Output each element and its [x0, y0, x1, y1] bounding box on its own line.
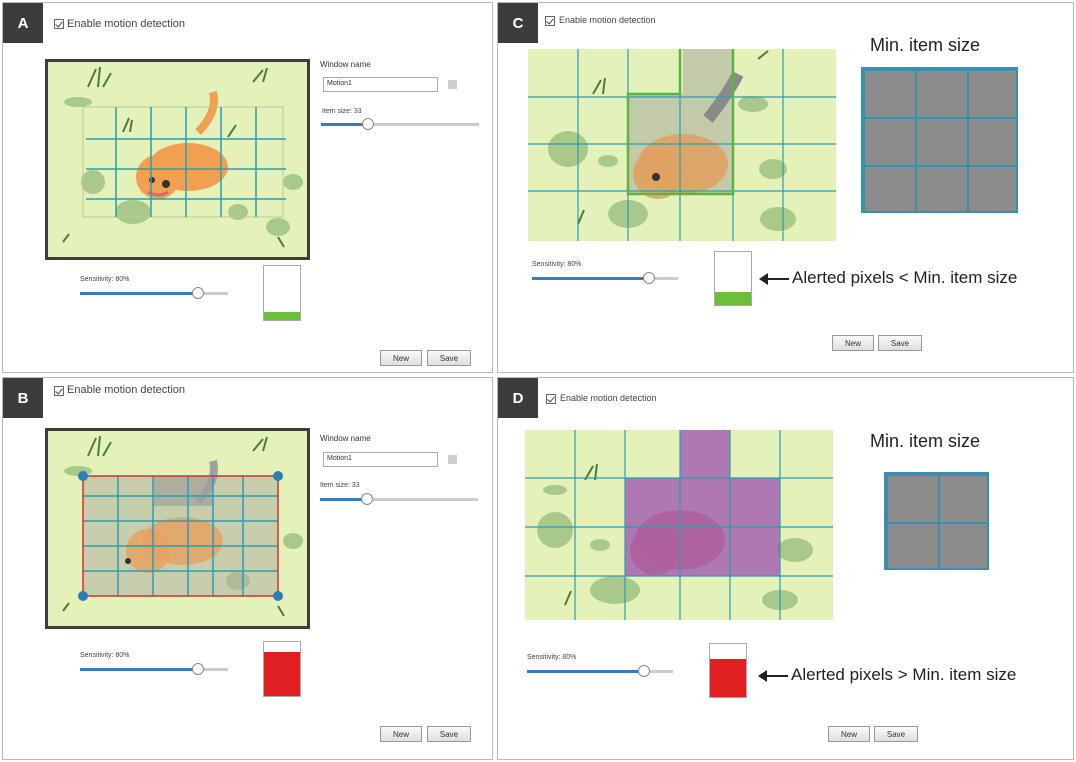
- window-name-input[interactable]: Motion1: [323, 452, 438, 467]
- cat-illustration: [528, 49, 836, 241]
- alert-level-fill: [264, 311, 300, 320]
- slider-knob-icon[interactable]: [361, 493, 374, 505]
- alert-level-fill: [710, 658, 746, 697]
- left-arrow-icon: [758, 670, 788, 682]
- new-button[interactable]: New: [380, 726, 422, 742]
- save-button[interactable]: Save: [427, 726, 471, 742]
- enable-motion-checkbox[interactable]: [545, 16, 555, 26]
- alert-level-meter: [709, 643, 747, 698]
- save-button[interactable]: Save: [878, 335, 922, 351]
- alert-level-fill: [715, 291, 751, 305]
- slider-knob-icon[interactable]: [192, 287, 205, 299]
- enable-motion-checkbox[interactable]: [54, 386, 64, 396]
- save-button[interactable]: Save: [874, 726, 918, 742]
- camera-view[interactable]: [45, 59, 310, 260]
- new-button[interactable]: New: [832, 335, 874, 351]
- min-item-size-grid: [884, 472, 989, 570]
- color-swatch-icon[interactable]: [448, 455, 457, 464]
- item-size-label: Item size: 33: [320, 482, 360, 489]
- min-item-size-title: Min. item size: [870, 35, 981, 55]
- item-size-slider[interactable]: [321, 118, 479, 130]
- panel-a: A Enable motion detection Window name Mo…: [2, 2, 493, 373]
- min-item-size-title: Min. item size: [870, 431, 981, 451]
- enable-motion-label: Enable motion detection: [67, 18, 186, 30]
- sensitivity-label: Sensitivity: 80%: [527, 654, 577, 661]
- enable-motion-label: Enable motion detection: [560, 393, 657, 403]
- panel-tag: D: [498, 378, 538, 418]
- cat-illustration: [525, 430, 833, 620]
- sensitivity-label: Sensitivity: 80%: [80, 276, 130, 283]
- panel-tag: B: [3, 378, 43, 418]
- sensitivity-slider[interactable]: [80, 287, 228, 299]
- panel-c: C Enable motion detection Min. item size…: [497, 2, 1074, 373]
- panel-d: D Enable motion detection Min. item size…: [497, 377, 1074, 760]
- item-size-label: Item size: 33: [322, 108, 362, 115]
- sensitivity-label: Sensitivity: 80%: [532, 261, 582, 268]
- panel-tag: C: [498, 3, 538, 43]
- camera-view[interactable]: [45, 428, 310, 629]
- panel-tag: A: [3, 3, 43, 43]
- sensitivity-label: Sensitivity: 80%: [80, 652, 130, 659]
- annotation-text: Alerted pixels < Min. item size: [792, 268, 1018, 287]
- enable-motion-label: Enable motion detection: [67, 384, 186, 396]
- min-item-size-grid: [861, 67, 1018, 213]
- sensitivity-slider[interactable]: [527, 665, 673, 677]
- sensitivity-slider[interactable]: [532, 272, 678, 284]
- sensitivity-slider[interactable]: [80, 663, 228, 675]
- alert-level-meter: [263, 641, 301, 697]
- panel-b: B Enable motion detection Window name Mo…: [2, 377, 493, 760]
- slider-knob-icon[interactable]: [192, 663, 205, 675]
- enable-motion-checkbox[interactable]: [54, 19, 64, 29]
- slider-knob-icon[interactable]: [642, 272, 655, 284]
- cat-illustration: [62, 435, 303, 617]
- window-name-label: Window name: [320, 60, 371, 69]
- alert-level-meter: [263, 265, 301, 321]
- camera-view[interactable]: [528, 49, 836, 241]
- slider-knob-icon[interactable]: [362, 118, 375, 130]
- color-swatch-icon[interactable]: [448, 80, 457, 89]
- item-size-slider[interactable]: [320, 493, 478, 505]
- slider-knob-icon[interactable]: [637, 665, 650, 677]
- window-name-input[interactable]: Motion1: [323, 77, 438, 92]
- alert-level-meter: [714, 251, 752, 306]
- camera-view[interactable]: [525, 430, 833, 620]
- window-name-label: Window name: [320, 434, 371, 443]
- enable-motion-label: Enable motion detection: [559, 15, 656, 25]
- annotation-text: Alerted pixels > Min. item size: [791, 665, 1017, 684]
- left-arrow-icon: [759, 273, 789, 285]
- save-button[interactable]: Save: [427, 350, 471, 366]
- cat-illustration: [62, 66, 303, 248]
- new-button[interactable]: New: [828, 726, 870, 742]
- alert-level-fill: [264, 651, 300, 696]
- enable-motion-checkbox[interactable]: [546, 394, 556, 404]
- new-button[interactable]: New: [380, 350, 422, 366]
